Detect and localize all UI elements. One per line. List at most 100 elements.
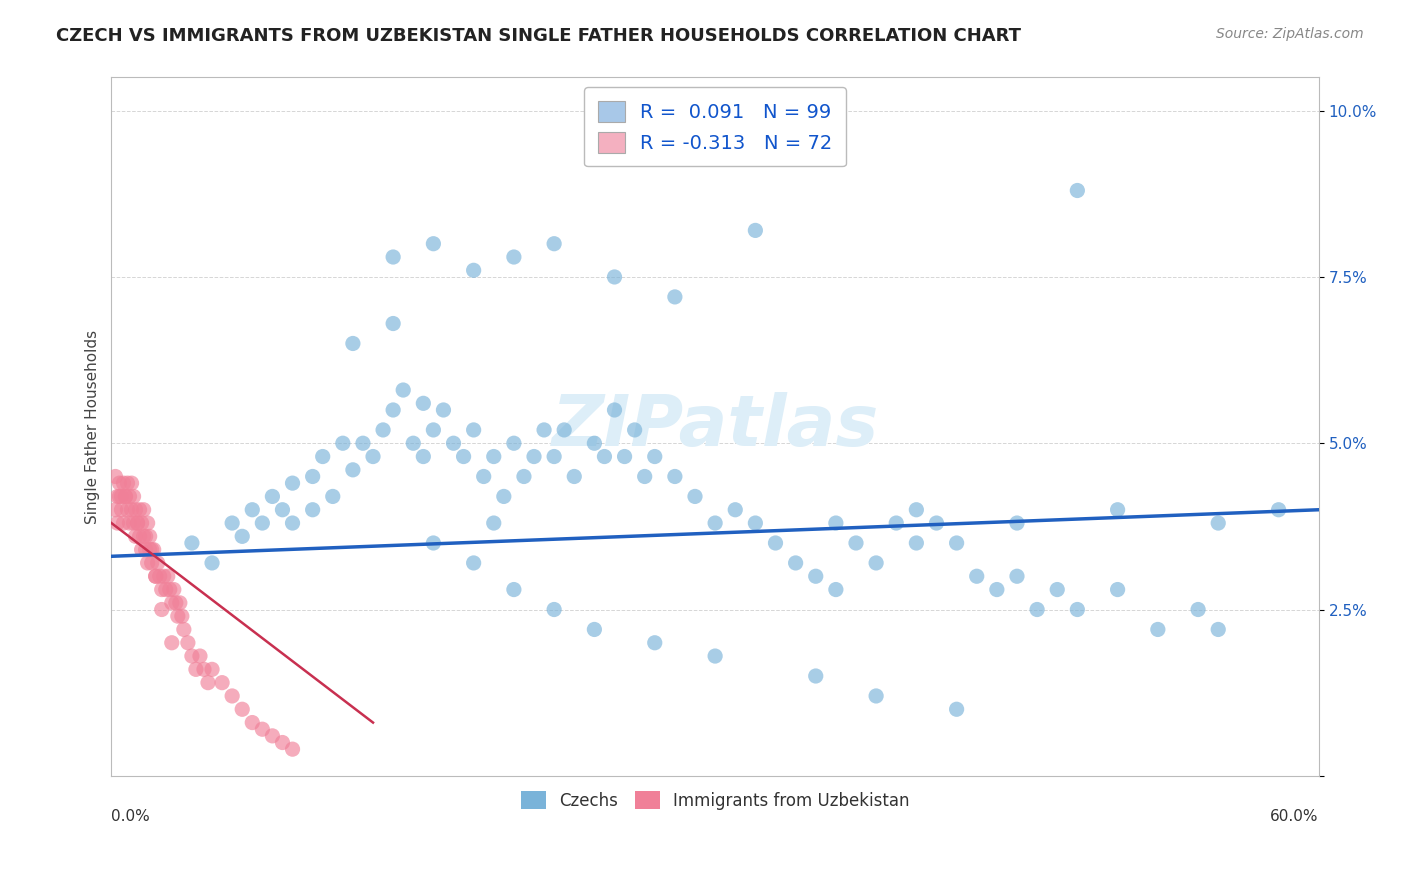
Point <box>124 502 146 516</box>
Point <box>122 490 145 504</box>
Point <box>1005 569 1028 583</box>
Point <box>1107 502 1129 516</box>
Point <box>180 648 202 663</box>
Point <box>173 623 195 637</box>
Point <box>583 623 606 637</box>
Point <box>188 648 211 663</box>
Legend: Czechs, Immigrants from Uzbekistan: Czechs, Immigrants from Uzbekistan <box>515 785 917 816</box>
Text: 60.0%: 60.0% <box>1271 809 1319 824</box>
Text: 0.0%: 0.0% <box>111 809 150 824</box>
Point <box>117 502 139 516</box>
Point <box>240 715 263 730</box>
Point <box>136 556 159 570</box>
Point <box>312 450 335 464</box>
Point <box>127 516 149 530</box>
Point <box>332 436 354 450</box>
Point <box>128 502 150 516</box>
Point <box>945 702 967 716</box>
Point <box>432 403 454 417</box>
Point <box>553 423 575 437</box>
Point <box>664 290 686 304</box>
Point <box>104 469 127 483</box>
Point <box>117 476 139 491</box>
Point <box>905 502 928 516</box>
Point <box>170 609 193 624</box>
Y-axis label: Single Father Households: Single Father Households <box>86 329 100 524</box>
Point <box>342 336 364 351</box>
Text: CZECH VS IMMIGRANTS FROM UZBEKISTAN SINGLE FATHER HOUSEHOLDS CORRELATION CHART: CZECH VS IMMIGRANTS FROM UZBEKISTAN SING… <box>56 27 1021 45</box>
Point <box>1066 184 1088 198</box>
Point <box>623 423 645 437</box>
Point <box>152 569 174 583</box>
Point <box>634 469 657 483</box>
Point <box>128 529 150 543</box>
Point <box>543 236 565 251</box>
Point <box>149 569 172 583</box>
Point <box>382 403 405 417</box>
Point <box>184 662 207 676</box>
Point <box>177 636 200 650</box>
Point <box>1005 516 1028 530</box>
Point <box>252 723 274 737</box>
Point <box>453 450 475 464</box>
Point <box>132 529 155 543</box>
Point <box>141 542 163 557</box>
Point <box>825 516 848 530</box>
Point <box>156 569 179 583</box>
Point <box>301 469 323 483</box>
Point <box>392 383 415 397</box>
Point <box>1206 516 1229 530</box>
Point <box>482 450 505 464</box>
Point <box>603 269 626 284</box>
Point <box>361 450 384 464</box>
Point <box>112 476 135 491</box>
Point <box>945 536 967 550</box>
Point <box>1206 623 1229 637</box>
Point <box>492 490 515 504</box>
Point <box>110 502 132 516</box>
Point <box>422 536 444 550</box>
Point <box>472 469 495 483</box>
Point <box>1187 602 1209 616</box>
Point <box>193 662 215 676</box>
Point <box>165 596 187 610</box>
Point <box>108 476 131 491</box>
Point <box>281 742 304 756</box>
Text: ZIPatlas: ZIPatlas <box>551 392 879 461</box>
Point <box>352 436 374 450</box>
Point <box>160 636 183 650</box>
Point <box>402 436 425 450</box>
Point <box>744 223 766 237</box>
Point <box>724 502 747 516</box>
Point <box>785 556 807 570</box>
Point <box>150 602 173 616</box>
Point <box>146 556 169 570</box>
Point <box>114 490 136 504</box>
Point <box>765 536 787 550</box>
Point <box>744 516 766 530</box>
Point <box>865 689 887 703</box>
Point <box>114 490 136 504</box>
Point <box>221 516 243 530</box>
Point <box>613 450 636 464</box>
Point <box>159 582 181 597</box>
Point <box>121 476 143 491</box>
Point <box>138 529 160 543</box>
Point <box>211 675 233 690</box>
Point <box>644 636 666 650</box>
Point <box>169 596 191 610</box>
Point <box>262 490 284 504</box>
Point <box>905 536 928 550</box>
Point <box>382 317 405 331</box>
Point <box>925 516 948 530</box>
Point <box>683 490 706 504</box>
Point <box>301 502 323 516</box>
Point <box>262 729 284 743</box>
Point <box>160 596 183 610</box>
Point <box>221 689 243 703</box>
Point <box>118 516 141 530</box>
Point <box>110 490 132 504</box>
Point <box>804 569 827 583</box>
Point <box>121 502 143 516</box>
Point <box>463 423 485 437</box>
